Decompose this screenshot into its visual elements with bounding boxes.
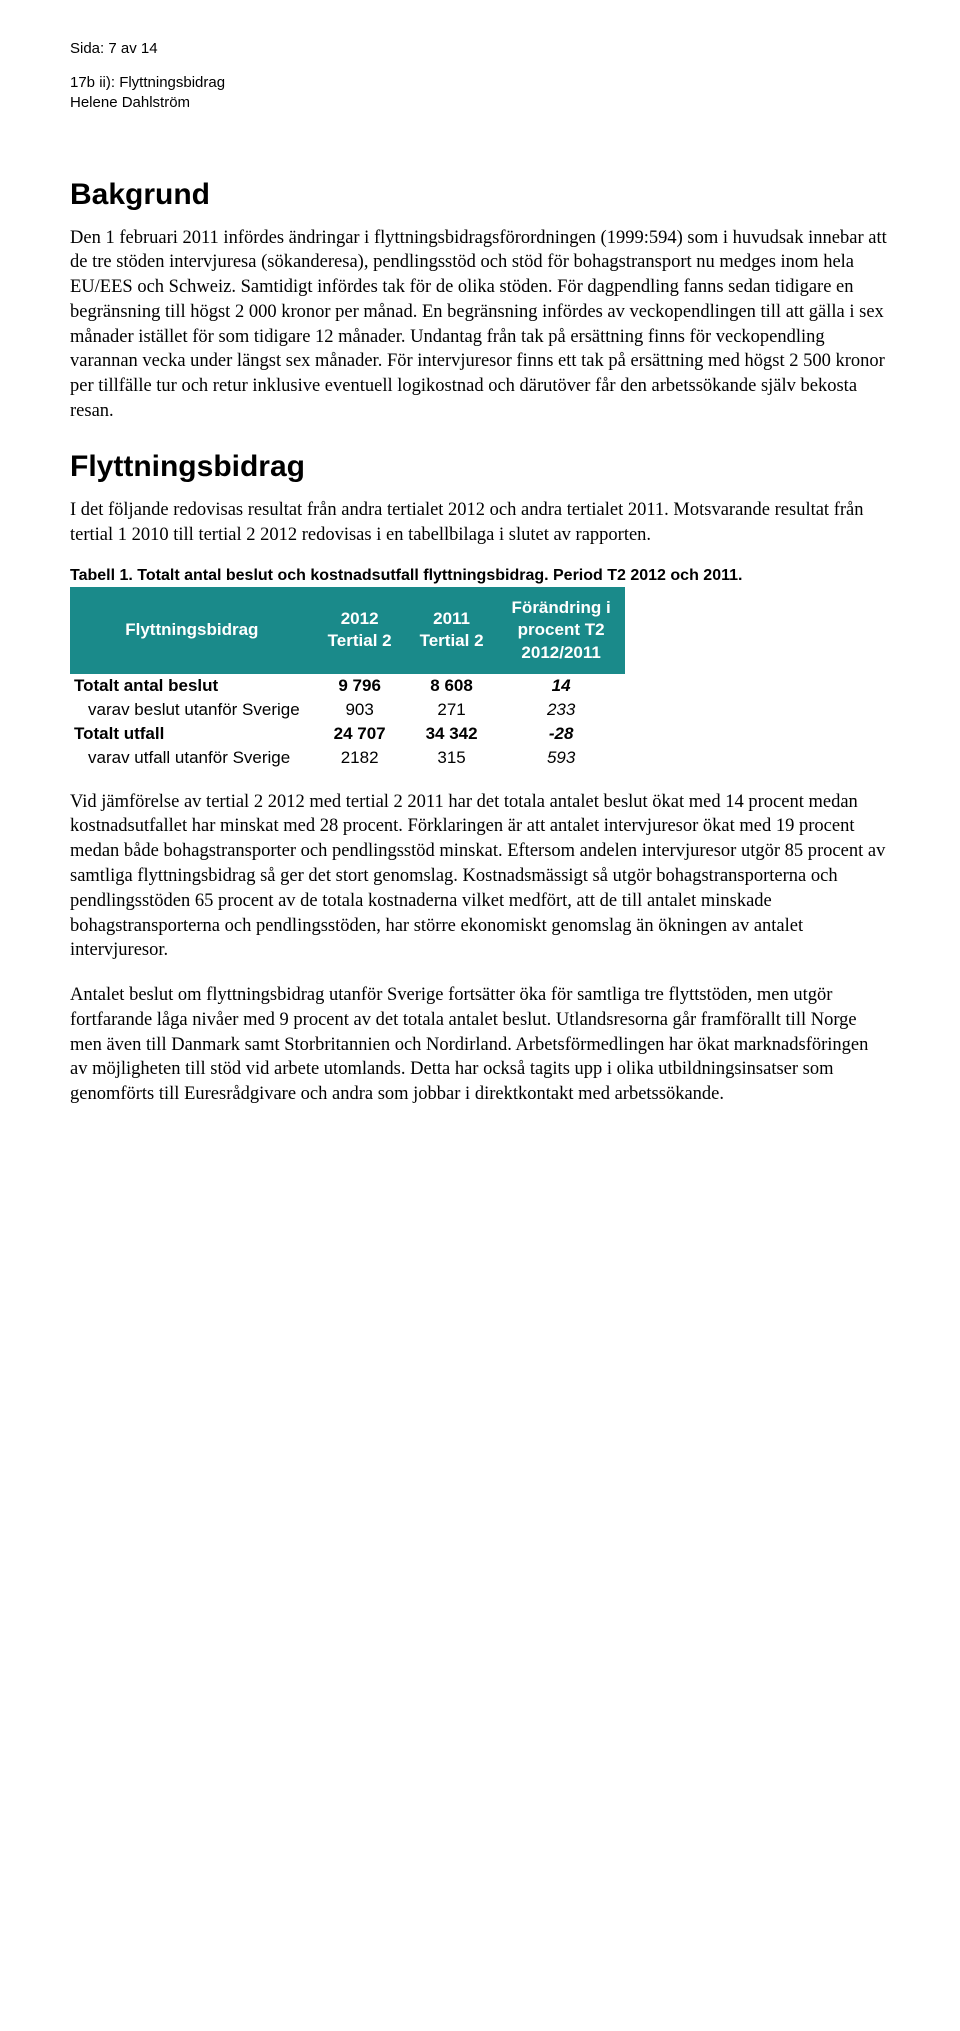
row-label: varav utfall utanför Sverige xyxy=(70,746,314,770)
row-v2011: 315 xyxy=(406,746,498,770)
table1-caption: Tabell 1. Totalt antal beslut och kostna… xyxy=(70,567,890,585)
row-v2012: 903 xyxy=(314,698,406,722)
table1: Flyttningsbidrag 2012 Tertial 2 2011 Ter… xyxy=(70,587,625,769)
flytt-post1: Vid jämförelse av tertial 2 2012 med ter… xyxy=(70,790,890,963)
row-v2011: 271 xyxy=(406,698,498,722)
table1-body: Totalt antal beslut9 7968 60814varav bes… xyxy=(70,674,625,770)
flytt-intro: I det följande redovisas resultat från a… xyxy=(70,498,890,548)
flytt-post2: Antalet beslut om flyttningsbidrag utanf… xyxy=(70,983,890,1107)
doc-reference: 17b ii): Flyttningsbidrag Helene Dahlstr… xyxy=(70,73,890,114)
item-ref: 17b ii): Flyttningsbidrag xyxy=(70,74,225,91)
row-label: varav beslut utanför Sverige xyxy=(70,698,314,722)
heading-flyttningsbidrag: Flyttningsbidrag xyxy=(70,450,890,484)
table1-col1-header: 2012 Tertial 2 xyxy=(314,587,406,673)
table-row: varav beslut utanför Sverige903271233 xyxy=(70,698,625,722)
table1-col2-header: 2011 Tertial 2 xyxy=(406,587,498,673)
row-delta: 593 xyxy=(498,746,625,770)
row-v2011: 34 342 xyxy=(406,722,498,746)
table1-col3-header: Förändring i procent T2 2012/2011 xyxy=(498,587,625,673)
row-delta: 14 xyxy=(498,674,625,698)
row-delta: -28 xyxy=(498,722,625,746)
table-row: Totalt utfall24 70734 342-28 xyxy=(70,722,625,746)
author-name: Helene Dahlström xyxy=(70,94,190,111)
row-label: Totalt antal beslut xyxy=(70,674,314,698)
row-v2012: 24 707 xyxy=(314,722,406,746)
table-row: varav utfall utanför Sverige2182315593 xyxy=(70,746,625,770)
row-label: Totalt utfall xyxy=(70,722,314,746)
table1-col0-header: Flyttningsbidrag xyxy=(70,587,314,673)
row-v2012: 9 796 xyxy=(314,674,406,698)
bakgrund-body: Den 1 februari 2011 infördes ändringar i… xyxy=(70,226,890,424)
table-row: Totalt antal beslut9 7968 60814 xyxy=(70,674,625,698)
row-v2011: 8 608 xyxy=(406,674,498,698)
heading-bakgrund: Bakgrund xyxy=(70,178,890,212)
row-v2012: 2182 xyxy=(314,746,406,770)
page-number: Sida: 7 av 14 xyxy=(70,40,890,57)
row-delta: 233 xyxy=(498,698,625,722)
